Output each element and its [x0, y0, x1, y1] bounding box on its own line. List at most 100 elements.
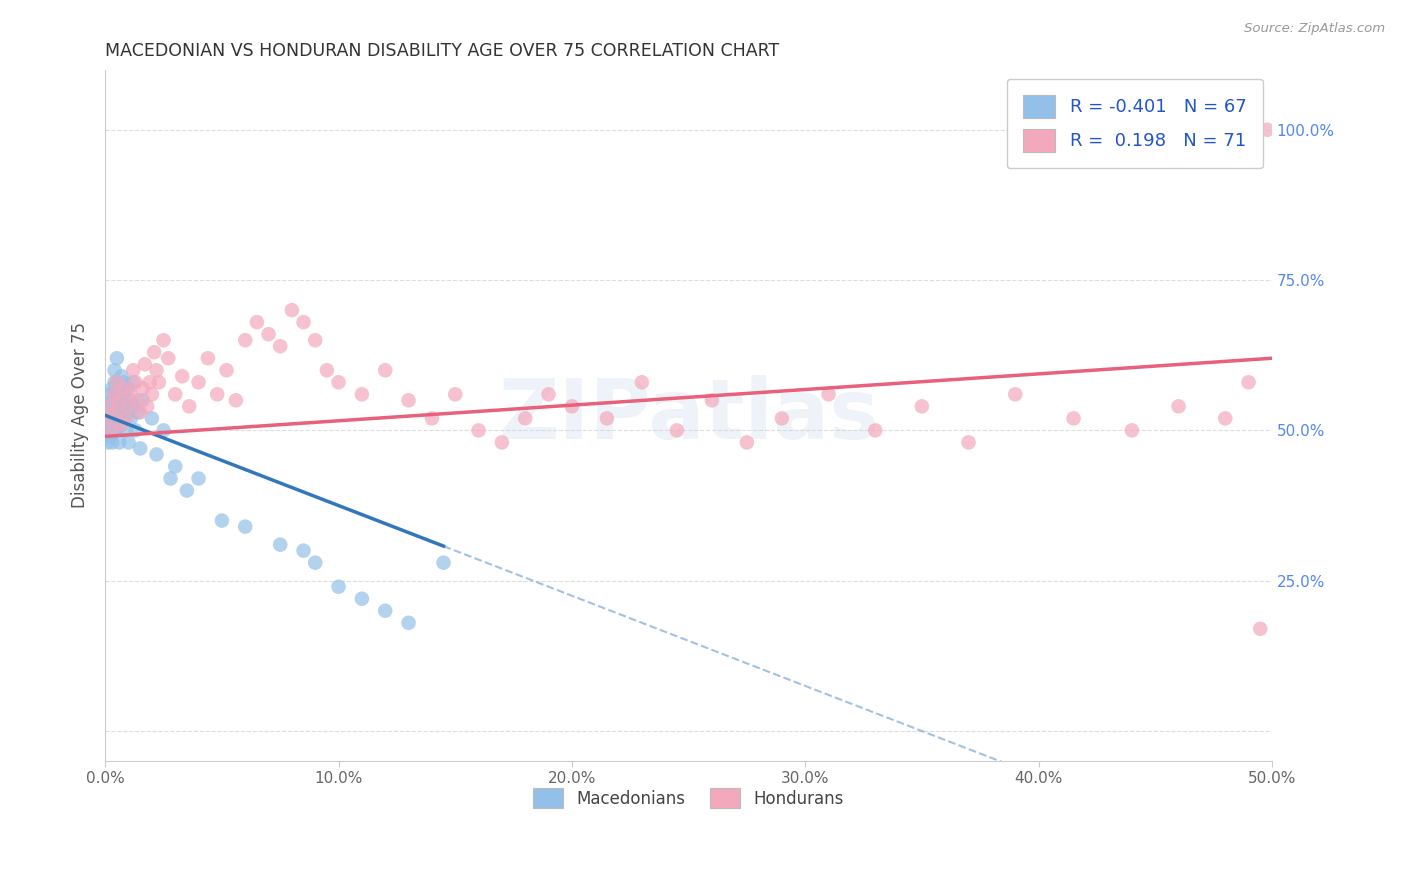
Point	[108, 381, 131, 395]
Point	[179, 400, 201, 414]
Point	[315, 363, 337, 377]
Point	[281, 303, 304, 318]
Point	[444, 387, 467, 401]
Point	[145, 363, 167, 377]
Point	[432, 556, 454, 570]
Point	[233, 519, 256, 533]
Point	[138, 376, 160, 390]
Point	[98, 387, 121, 401]
Point	[770, 411, 793, 425]
Point	[957, 435, 980, 450]
Point	[127, 405, 149, 419]
Point	[96, 424, 118, 438]
Point	[1249, 622, 1271, 636]
Point	[129, 442, 152, 456]
Point	[103, 387, 125, 401]
Point	[187, 376, 209, 390]
Point	[152, 424, 174, 438]
Point	[148, 376, 170, 390]
Point	[374, 604, 396, 618]
Point	[537, 387, 560, 401]
Point	[143, 345, 166, 359]
Point	[112, 411, 135, 425]
Point	[596, 411, 619, 425]
Point	[124, 424, 146, 438]
Point	[131, 381, 153, 395]
Point	[398, 615, 420, 630]
Text: Source: ZipAtlas.com: Source: ZipAtlas.com	[1244, 22, 1385, 36]
Point	[98, 405, 121, 419]
Point	[105, 411, 128, 425]
Point	[103, 424, 125, 438]
Point	[145, 447, 167, 461]
Point	[561, 400, 583, 414]
Point	[205, 387, 228, 401]
Point	[115, 400, 138, 414]
Point	[269, 339, 291, 353]
Point	[103, 363, 125, 377]
Point	[108, 400, 131, 414]
Point	[101, 411, 124, 425]
Point	[105, 351, 128, 366]
Point	[172, 369, 194, 384]
Point	[110, 369, 132, 384]
Point	[1213, 411, 1236, 425]
Point	[101, 400, 124, 414]
Point	[233, 333, 256, 347]
Text: ZIPatlas: ZIPatlas	[498, 375, 879, 456]
Point	[350, 387, 373, 401]
Point	[328, 376, 350, 390]
Point	[165, 459, 187, 474]
Point	[108, 435, 131, 450]
Point	[491, 435, 513, 450]
Point	[152, 333, 174, 347]
Point	[420, 411, 443, 425]
Point	[117, 400, 139, 414]
Point	[141, 387, 163, 401]
Point	[108, 393, 131, 408]
Point	[110, 417, 132, 432]
Point	[105, 393, 128, 408]
Point	[129, 405, 152, 419]
Point	[110, 417, 132, 432]
Point	[115, 424, 138, 438]
Point	[105, 387, 128, 401]
Point	[1121, 424, 1143, 438]
Point	[141, 411, 163, 425]
Point	[631, 376, 654, 390]
Point	[103, 376, 125, 390]
Point	[98, 400, 121, 414]
Point	[304, 333, 326, 347]
Point	[122, 376, 145, 390]
Point	[157, 351, 180, 366]
Point	[398, 393, 420, 408]
Point	[96, 435, 118, 450]
Point	[246, 315, 269, 329]
Point	[112, 381, 135, 395]
Point	[96, 411, 118, 425]
Point	[1237, 376, 1260, 390]
Point	[817, 387, 839, 401]
Point	[165, 387, 187, 401]
Point	[115, 411, 138, 425]
Point	[98, 429, 121, 443]
Point	[101, 381, 124, 395]
Point	[103, 400, 125, 414]
Point	[105, 405, 128, 419]
Point	[515, 411, 537, 425]
Point	[187, 471, 209, 485]
Point	[911, 400, 934, 414]
Point	[225, 393, 247, 408]
Point	[328, 580, 350, 594]
Point	[112, 387, 135, 401]
Point	[101, 435, 124, 450]
Point	[105, 424, 128, 438]
Point	[122, 363, 145, 377]
Point	[101, 424, 124, 438]
Point	[197, 351, 219, 366]
Point	[117, 435, 139, 450]
Point	[176, 483, 198, 498]
Point	[103, 411, 125, 425]
Point	[110, 393, 132, 408]
Point	[120, 393, 142, 408]
